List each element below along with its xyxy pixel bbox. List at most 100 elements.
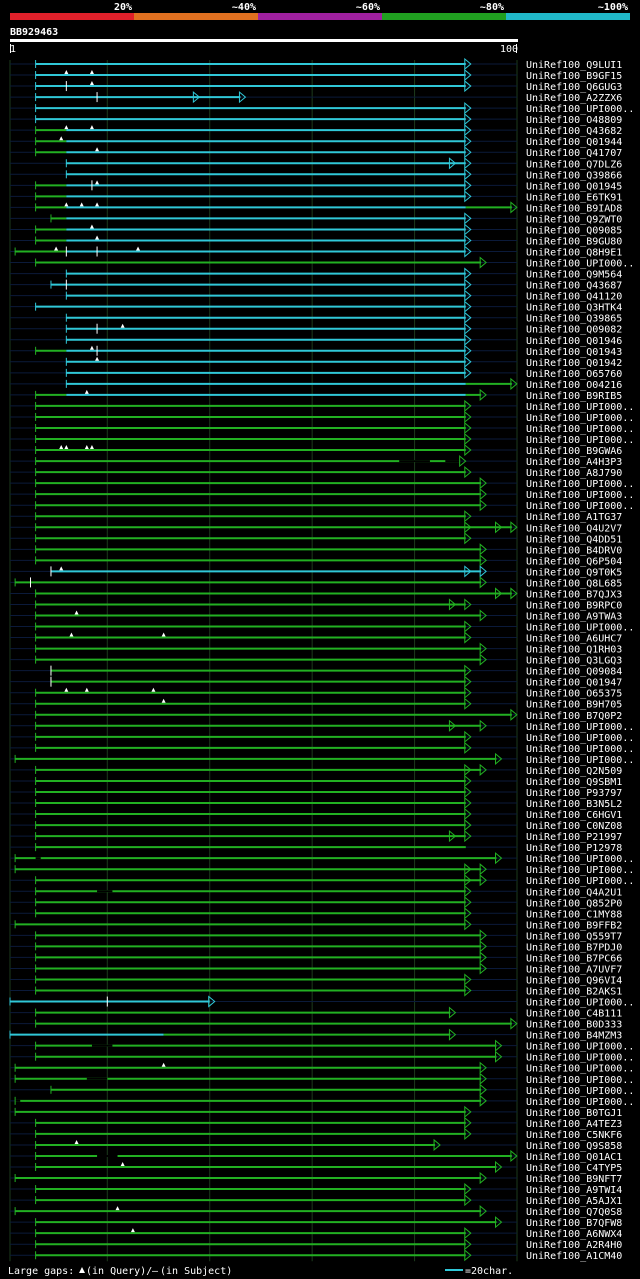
hit-label: UniRef100_A4H3P3 bbox=[526, 457, 622, 468]
query-gap-marker bbox=[74, 1139, 79, 1144]
hit-row: UniRef100_UPI000.. bbox=[10, 477, 634, 490]
hit-label: UniRef100_B3N5L2 bbox=[526, 799, 622, 810]
hit-label: UniRef100_Q2N509 bbox=[526, 766, 622, 777]
hit-label: UniRef100_Q41707 bbox=[526, 148, 622, 159]
hit-row: UniRef100_A9TWI4 bbox=[10, 1182, 622, 1196]
hit-row: UniRef100_UPI000.. bbox=[10, 1039, 634, 1053]
hit-row: UniRef100_B2AKS1 bbox=[10, 984, 622, 998]
query-gap-marker bbox=[120, 323, 125, 328]
hit-row: UniRef100_Q43687 bbox=[10, 278, 622, 292]
hit-label: UniRef100_UPI000.. bbox=[526, 998, 634, 1009]
hit-marker bbox=[448, 830, 457, 843]
legend-in-subject: (in Subject) bbox=[160, 1266, 232, 1277]
hit-label: UniRef100_B9GWA6 bbox=[526, 446, 622, 457]
legend-in-query: (in Query)/ bbox=[86, 1266, 152, 1277]
hit-end-marker bbox=[464, 300, 472, 313]
hit-end-marker bbox=[479, 1205, 487, 1218]
query-gap-marker bbox=[136, 246, 141, 251]
hit-row: UniRef100_B4DRV0 bbox=[10, 543, 622, 556]
hit-row: UniRef100_Q9M564 bbox=[10, 267, 622, 281]
hit-row: UniRef100_B9FFB2 bbox=[10, 918, 622, 931]
hit-row: UniRef100_Q39866 bbox=[10, 168, 622, 181]
hit-end-marker bbox=[464, 907, 472, 920]
query-gap-marker bbox=[95, 202, 100, 207]
hit-row: UniRef100_C6HGV1 bbox=[10, 807, 622, 821]
hit-row: UniRef100_UPI000.. bbox=[10, 499, 634, 512]
hit-end-marker bbox=[464, 664, 472, 677]
hit-label: UniRef100_Q41120 bbox=[526, 292, 622, 303]
hit-row: UniRef100_UPI000.. bbox=[10, 432, 634, 446]
query-gap-marker bbox=[89, 224, 94, 229]
hit-marker bbox=[495, 521, 503, 534]
hit-label: UniRef100_Q9ZWT0 bbox=[526, 214, 622, 225]
hit-end-marker bbox=[464, 1182, 472, 1196]
hit-end-marker bbox=[510, 1017, 518, 1030]
hit-end-marker bbox=[464, 355, 472, 368]
hit-marker bbox=[448, 157, 457, 170]
hit-label: UniRef100_A1TG37 bbox=[526, 512, 622, 523]
hit-label: UniRef100_UPI000.. bbox=[526, 479, 634, 490]
hit-end-marker bbox=[464, 322, 472, 335]
query-title: BB929463 bbox=[10, 27, 58, 38]
hit-row: UniRef100_A1CM40 bbox=[10, 1249, 622, 1262]
query-gap-marker bbox=[161, 632, 166, 637]
hit-label: UniRef100_Q7Q0S8 bbox=[526, 1207, 622, 1218]
hit-row: UniRef100_Q559T7 bbox=[10, 929, 622, 942]
query-ruler: 1 100 bbox=[10, 39, 518, 55]
query-gap-marker bbox=[64, 125, 69, 130]
hit-row: UniRef100_UPI000.. bbox=[10, 874, 634, 887]
hit-row: UniRef100_Q96VI4 bbox=[10, 973, 622, 986]
query-gap-marker bbox=[115, 1206, 120, 1211]
hit-row: UniRef100_UPI000.. bbox=[10, 752, 634, 766]
hit-row: UniRef100_UPI000.. bbox=[10, 1094, 634, 1108]
hit-end-marker bbox=[495, 1050, 503, 1063]
hit-row: UniRef100_Q01945 bbox=[10, 179, 622, 192]
hit-label: UniRef100_UPI000.. bbox=[526, 501, 634, 512]
hit-end-marker bbox=[464, 774, 472, 788]
query-gap-marker bbox=[130, 1228, 135, 1233]
hit-end-marker bbox=[464, 124, 472, 137]
hit-row: UniRef100_Q01943 bbox=[10, 344, 622, 358]
hit-end-marker bbox=[464, 432, 472, 446]
hit-label: UniRef100_Q09084 bbox=[526, 667, 622, 678]
query-gap-marker bbox=[54, 246, 59, 251]
hit-end-marker bbox=[464, 57, 472, 71]
hit-row: UniRef100_Q01946 bbox=[10, 333, 622, 347]
hit-marker bbox=[464, 874, 472, 887]
hit-end-marker bbox=[464, 741, 472, 754]
scale-label: ~100% bbox=[598, 2, 628, 13]
hit-row: UniRef100_Q8H9E1 bbox=[10, 245, 622, 259]
hit-marker bbox=[448, 719, 457, 732]
hit-row: UniRef100_A2ZZX6 bbox=[10, 91, 622, 104]
hit-label: UniRef100_A9TWI4 bbox=[526, 1185, 622, 1196]
hit-row: UniRef100_UPI000.. bbox=[10, 1083, 634, 1097]
hit-label: UniRef100_B7QJX3 bbox=[526, 589, 622, 600]
hit-end-marker bbox=[495, 852, 503, 865]
hit-row: UniRef100_B9GU80 bbox=[10, 234, 622, 247]
hit-label: UniRef100_P93797 bbox=[526, 788, 622, 799]
query-gap-marker bbox=[89, 345, 94, 350]
hit-label: UniRef100_UPI000.. bbox=[526, 744, 634, 755]
hit-row: UniRef100_Q3HTK4 bbox=[10, 300, 622, 314]
hit-end-marker bbox=[464, 333, 472, 346]
hit-label: UniRef100_Q8H9E1 bbox=[526, 248, 622, 259]
query-gap-marker bbox=[59, 136, 64, 141]
hit-label: UniRef100_Q09085 bbox=[526, 225, 622, 236]
hit-end-marker bbox=[464, 466, 472, 479]
hit-row: UniRef100_A6NWX4 bbox=[10, 1227, 622, 1240]
hit-end-marker bbox=[479, 642, 487, 655]
hit-label: UniRef100_Q9S858 bbox=[526, 1141, 622, 1152]
hit-row: UniRef100_O04216 bbox=[10, 377, 622, 391]
hit-label: UniRef100_UPI000.. bbox=[526, 490, 634, 501]
hit-row: UniRef100_Q09085 bbox=[10, 223, 622, 236]
hit-end-marker bbox=[495, 1160, 503, 1174]
hit-label: UniRef100_B9RPC0 bbox=[526, 600, 622, 611]
hit-row: UniRef100_Q6P504 bbox=[10, 554, 622, 567]
hit-end-marker bbox=[479, 1094, 487, 1107]
hit-label: UniRef100_UPI000.. bbox=[526, 854, 634, 865]
hit-label: UniRef100_Q1RH03 bbox=[526, 645, 622, 656]
hit-row: UniRef100_P93797 bbox=[10, 785, 622, 799]
hit-end-marker bbox=[464, 278, 472, 291]
hit-end-marker bbox=[464, 146, 472, 159]
